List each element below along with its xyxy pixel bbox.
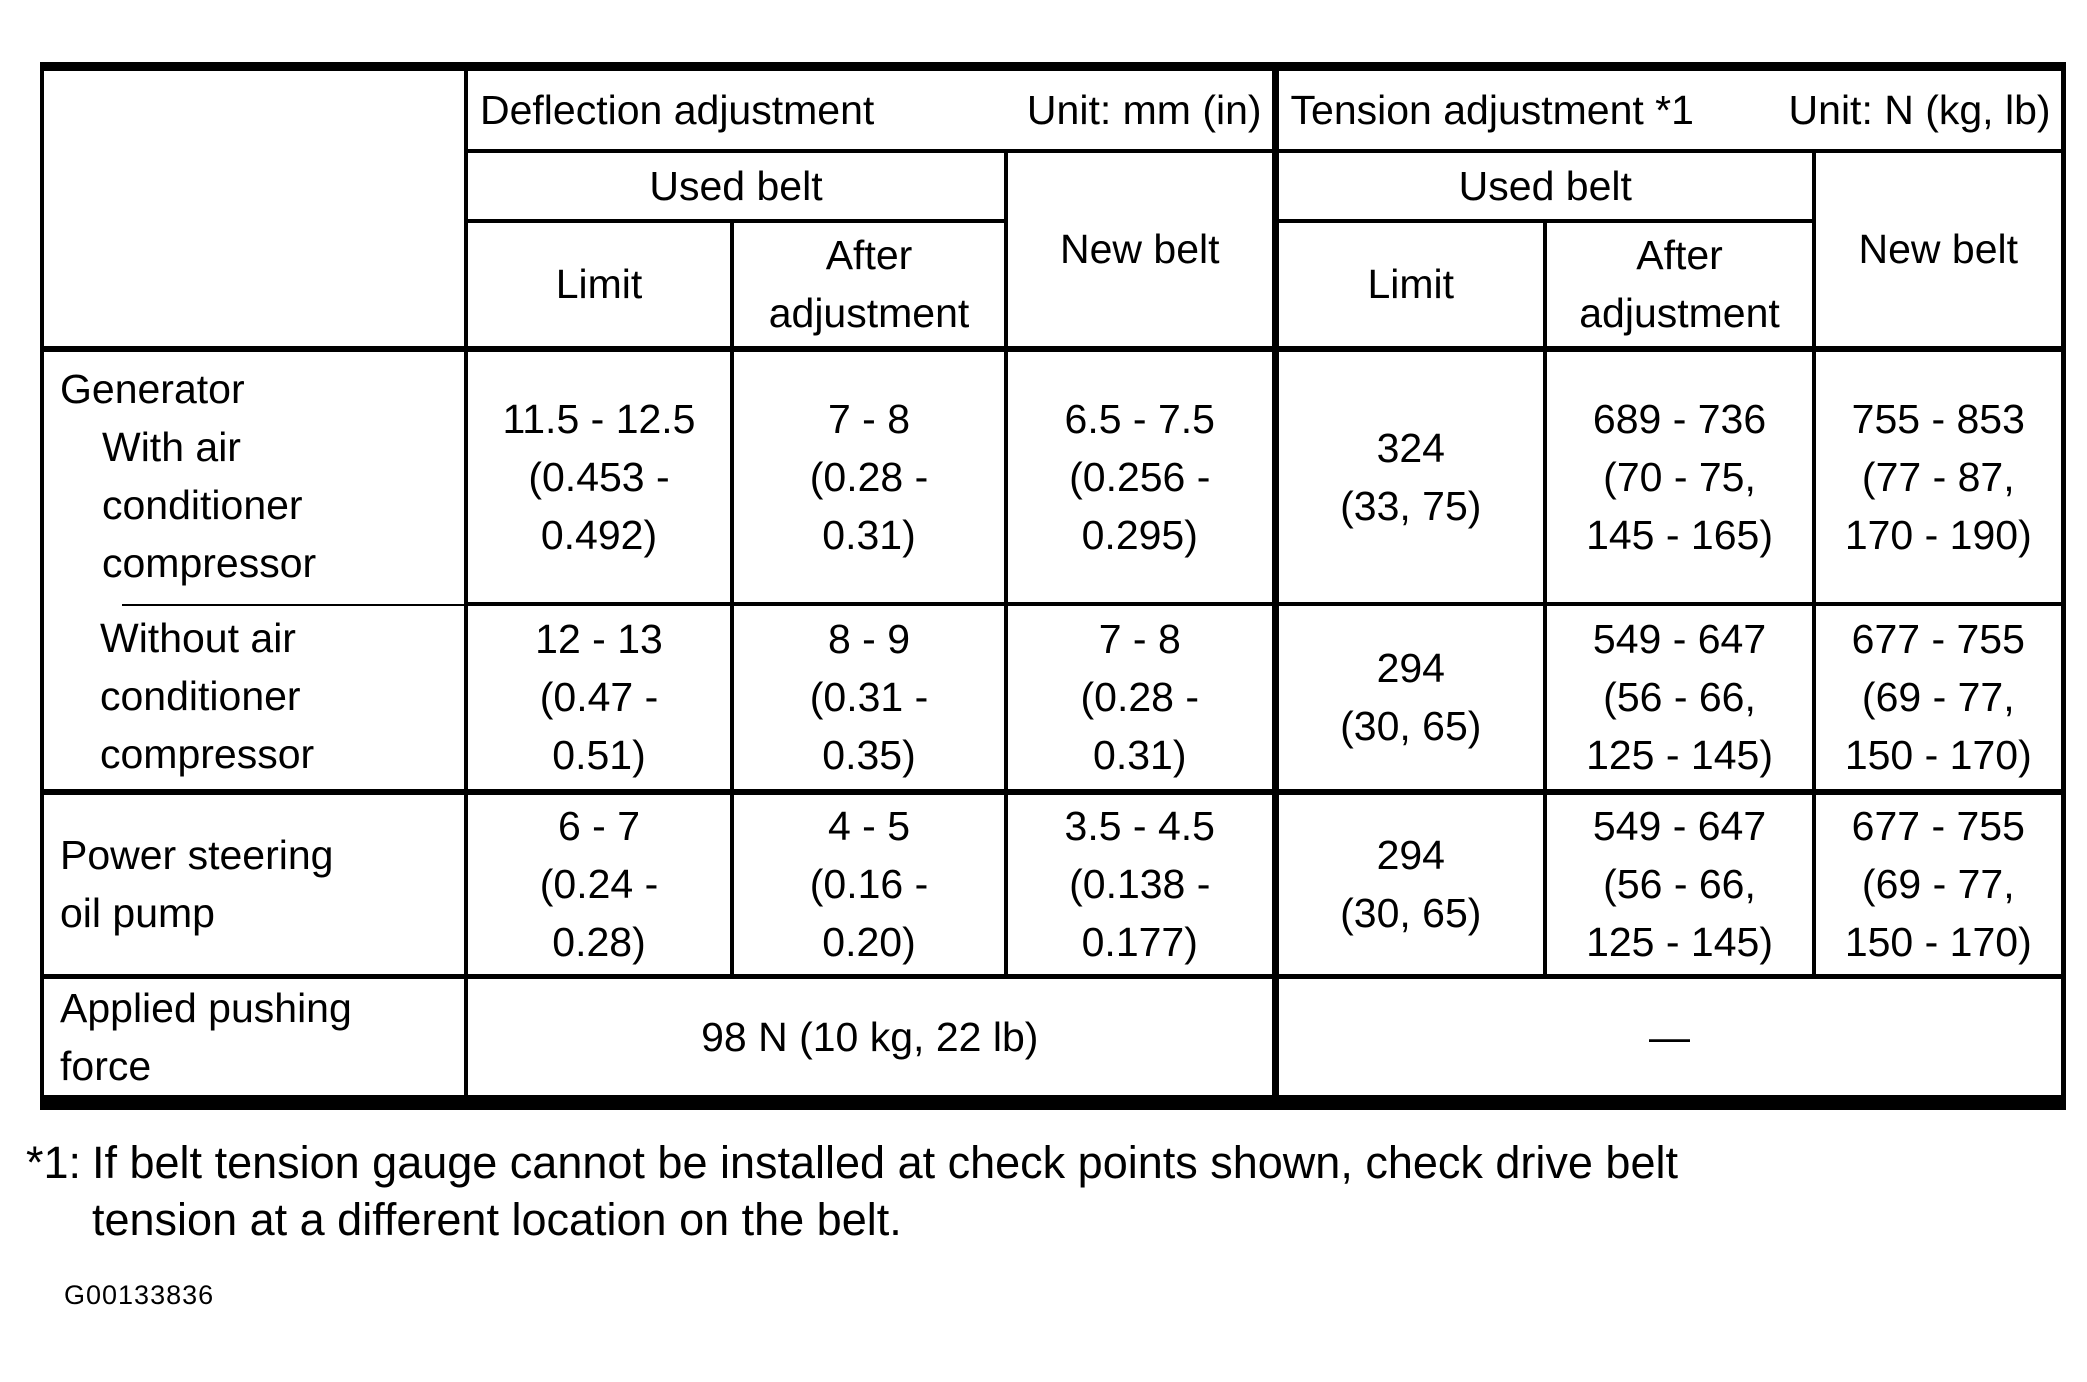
tension-section-header: Tension adjustment *1 Unit: N (kg, lb) [1273,64,2066,153]
tension-title: Tension adjustment *1 [1290,86,1694,133]
row-label-generator-with-ac: Generator With air conditioner compresso… [40,346,468,604]
cell-defl-after-generator-noac: 8 - 9 (0.31 - 0.35) [730,601,1008,795]
deflection-section-header: Deflection adjustment Unit: mm (in) [463,64,1279,153]
figure-code: G00133836 [64,1280,215,1310]
cell-pushing-force-deflection: 98 N (10 kg, 22 lb) [463,974,1279,1105]
cell-defl-after-power-steering: 4 - 5 (0.16 - 0.20) [730,789,1008,979]
tension-used-belt-header: Used belt [1273,148,1817,223]
cell-tens-after-generator-ac: 689 - 736 (70 - 75, 145 - 165) [1543,346,1817,606]
cell-defl-new-generator-ac: 6.5 - 7.5 (0.256 - 0.295) [1003,346,1279,606]
deflection-title: Deflection adjustment [480,86,875,133]
tension-unit: Unit: N (kg, lb) [1788,86,2051,133]
deflection-new-belt-header: New belt [1003,148,1279,352]
tension-limit-header: Limit [1273,218,1548,352]
table-row-power-steering: Power steering oil pump 6 - 7 (0.24 - 0.… [40,789,2066,979]
cell-defl-limit-power-steering: 6 - 7 (0.24 - 0.28) [464,789,734,979]
footnote: *1: If belt tension gauge cannot be inst… [26,1134,2066,1248]
table-row-generator-with-ac: Generator With air conditioner compresso… [40,346,2066,606]
stub-cell [40,64,468,352]
cell-defl-after-generator-ac: 7 - 8 (0.28 - 0.31) [730,346,1008,606]
cell-tens-after-power-steering: 549 - 647 (56 - 66, 125 - 145) [1543,789,1817,979]
cell-tens-new-power-steering: 677 - 755 (69 - 77, 150 - 170) [1812,789,2066,979]
deflection-used-belt-header: Used belt [464,148,1008,223]
cell-tens-new-generator-ac: 755 - 853 (77 - 87, 170 - 190) [1812,346,2066,606]
cell-tens-limit-generator-noac: 294 (30, 65) [1273,601,1548,795]
belt-adjustment-spec-table: Deflection adjustment Unit: mm (in) Tens… [40,62,2066,1110]
tension-new-belt-header: New belt [1812,148,2066,352]
footnote-text: If belt tension gauge cannot be installe… [92,1137,1678,1245]
cell-tens-after-generator-noac: 549 - 647 (56 - 66, 125 - 145) [1543,601,1817,795]
header-row-sections: Deflection adjustment Unit: mm (in) Tens… [40,64,2066,352]
row-label-applied-pushing-force: Applied pushing force [40,974,468,1105]
deflection-unit: Unit: mm (in) [1026,86,1262,133]
tension-after-adjustment-header: After adjustment [1543,218,1817,352]
cell-tens-limit-generator-ac: 324 (33, 75) [1273,346,1548,606]
row-label-with-ac: With air conditioner compressor [102,423,317,586]
table-row-applied-pushing-force: Applied pushing force 98 N (10 kg, 22 lb… [40,974,2066,1105]
header-row-measure: Limit After adjustment Limit After adjus… [42,218,2063,352]
cell-defl-new-power-steering: 3.5 - 4.5 (0.138 - 0.177) [1003,789,1279,979]
deflection-limit-header: Limit [464,218,734,352]
table-row-generator-without-ac: Without air conditioner compressor 12 - … [40,601,2066,795]
row-label-without-ac: Without air conditioner compressor [40,603,468,795]
footnote-marker: *1: [26,1137,82,1188]
cell-defl-limit-generator-noac: 12 - 13 (0.47 - 0.51) [464,601,734,795]
header-row-belt-type: Used belt New belt Used belt New belt [42,148,2066,352]
cell-defl-limit-generator-ac: 11.5 - 12.5 (0.453 - 0.492) [464,346,734,606]
deflection-after-adjustment-header: After adjustment [730,218,1008,352]
row-label-power-steering: Power steering oil pump [40,789,468,979]
cell-tens-new-generator-noac: 677 - 755 (69 - 77, 150 - 170) [1812,601,2066,795]
group-label-generator: Generator [60,365,245,412]
cell-tens-limit-power-steering: 294 (30, 65) [1273,789,1548,979]
cell-defl-new-generator-noac: 7 - 8 (0.28 - 0.31) [1003,601,1279,795]
cell-pushing-force-tension: — [1273,974,2066,1105]
